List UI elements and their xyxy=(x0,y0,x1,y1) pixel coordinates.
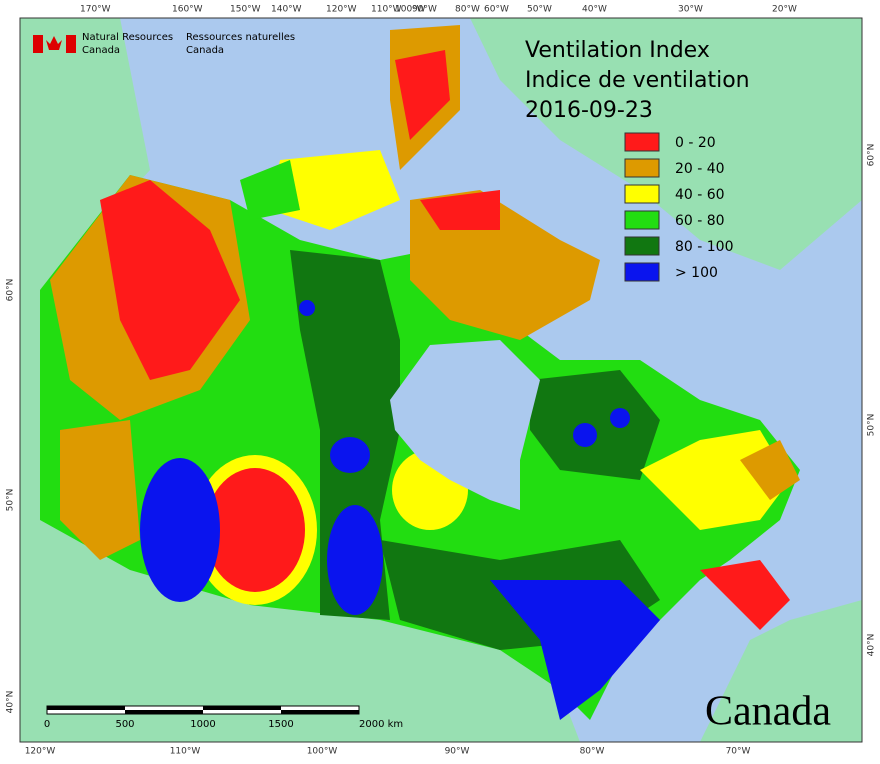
graticule-label: 30°W xyxy=(678,5,703,15)
legend-swatch xyxy=(624,236,660,256)
legend-label: 20 - 40 xyxy=(675,161,725,177)
legend-label: > 100 xyxy=(675,265,718,281)
region xyxy=(330,437,370,473)
graticule-label: 80°W xyxy=(455,5,480,15)
region xyxy=(60,420,140,560)
region xyxy=(530,370,660,480)
graticule-label: 70°W xyxy=(726,747,751,757)
scale-label: 1500 xyxy=(268,719,293,730)
graticule-label: 60°W xyxy=(484,5,509,15)
region xyxy=(140,458,220,602)
legend-label: 40 - 60 xyxy=(675,187,725,203)
scale-label: 500 xyxy=(115,719,134,730)
region xyxy=(100,180,240,380)
region xyxy=(205,468,305,592)
region xyxy=(573,423,597,447)
scale-label: 0 xyxy=(44,719,50,730)
agency: Canada xyxy=(186,45,224,56)
graticule-label: 100°W xyxy=(395,5,426,15)
legend-swatch xyxy=(624,184,660,204)
flag xyxy=(66,35,76,53)
foreign-land xyxy=(700,600,862,742)
graticule-label: 90°W xyxy=(445,747,470,757)
graticule-label: 60°N xyxy=(867,144,877,167)
graticule-label: 20°W xyxy=(772,5,797,15)
region xyxy=(610,408,630,428)
region xyxy=(299,300,315,316)
graticule-label: 90°W xyxy=(412,5,437,15)
graticule-label: 50°W xyxy=(527,5,552,15)
graticule-label: 140°W xyxy=(271,5,302,15)
flag xyxy=(46,36,62,50)
graticule-label: 40°N xyxy=(867,634,877,657)
legend-swatch xyxy=(624,210,660,230)
frame xyxy=(19,17,863,743)
legend-swatch xyxy=(624,158,660,178)
arctic-island xyxy=(395,50,450,140)
legend-swatch xyxy=(624,132,660,152)
scale-label: 1000 xyxy=(190,719,215,730)
graticule-label: 160°W xyxy=(172,5,203,15)
legend-label: 0 - 20 xyxy=(675,135,716,151)
wordmark: Canada xyxy=(705,689,831,735)
region xyxy=(740,440,800,500)
scale-bar xyxy=(47,706,125,710)
graticule-label: 60°N xyxy=(6,279,16,302)
graticule-label: 110°W xyxy=(170,747,201,757)
graticule-label: 40°W xyxy=(582,5,607,15)
arctic-island xyxy=(270,150,400,230)
greenland xyxy=(470,18,862,270)
graticule-label: 120°W xyxy=(326,5,357,15)
title: Ventilation Index xyxy=(525,38,710,63)
graticule-label: 50°N xyxy=(867,414,877,437)
region xyxy=(700,560,790,630)
graticule-label: 50°N xyxy=(6,489,16,512)
graticule-label: 40°N xyxy=(6,691,16,714)
scale-bar xyxy=(281,710,359,714)
foreign-land xyxy=(20,18,580,742)
scale-label: 2000 km xyxy=(359,719,403,730)
graticule-label: 100°W xyxy=(307,747,338,757)
arctic-island xyxy=(420,190,500,230)
graticule-label: 80°W xyxy=(580,747,605,757)
title: Indice de ventilation xyxy=(525,68,750,93)
hudson-bay xyxy=(390,340,540,510)
legend-swatch xyxy=(624,262,660,282)
scale-bar xyxy=(125,710,203,714)
agency: Canada xyxy=(82,45,120,56)
graticule-label: 170°W xyxy=(80,5,111,15)
flag xyxy=(33,35,43,53)
region xyxy=(490,580,660,720)
agency: Natural Resources xyxy=(82,32,173,43)
graticule-label: 120°W xyxy=(25,747,56,757)
graticule-label: 150°W xyxy=(230,5,261,15)
legend-label: 80 - 100 xyxy=(675,239,734,255)
scale-labels: 0 500 1000 1500 2000 km xyxy=(44,719,403,730)
legend: 0 - 20 20 - 40 40 - 60 60 - 80 80 - 100 > 100 xyxy=(624,132,734,282)
date: 2016-09-23 xyxy=(525,98,653,123)
arctic-island xyxy=(240,160,300,220)
agency: Ressources naturelles xyxy=(186,32,295,43)
graticule-label: 110°W xyxy=(371,5,402,15)
scale-bar xyxy=(203,706,281,710)
region xyxy=(327,505,383,615)
legend-label: 60 - 80 xyxy=(675,213,725,229)
